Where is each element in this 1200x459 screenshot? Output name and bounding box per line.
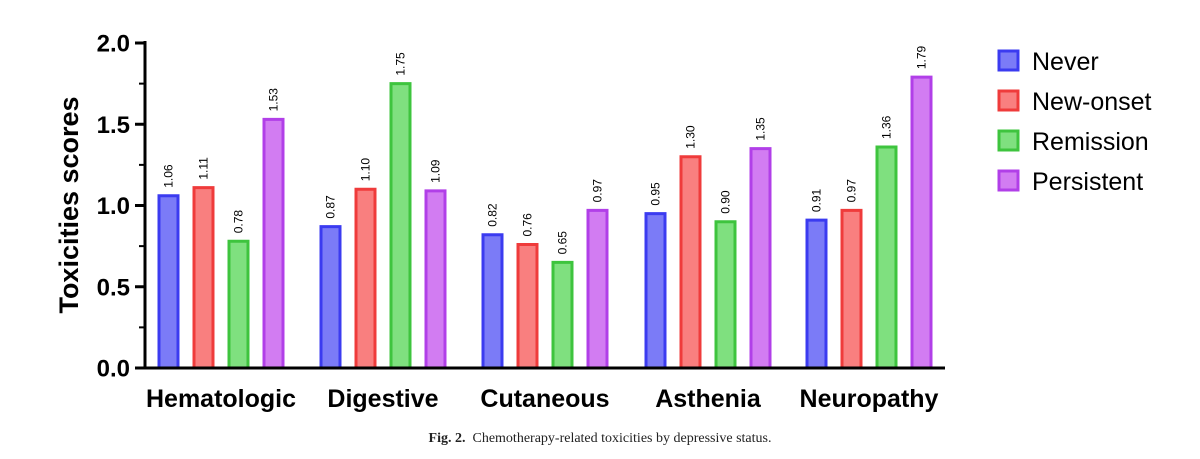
bar-cutaneous-persistent <box>586 208 609 370</box>
data-label-hematologic-never: 1.06 <box>162 164 176 188</box>
data-label-digestive-never: 0.87 <box>324 195 338 219</box>
data-label-digestive-remission: 1.75 <box>394 52 408 76</box>
bar-asthenia-new-onset <box>679 155 702 370</box>
data-label-neuropathy-persistent: 1.79 <box>915 45 929 69</box>
y-axis-title: Toxicities scores <box>54 96 84 313</box>
bar-chart: 1.06 1.11 0.78 1.53 0.87 1.10 1.75 1.09 0.82 0.76… <box>54 31 1152 414</box>
axes-layer: Hematologic Digestive Cutaneous Asthenia Neu… <box>54 31 945 413</box>
data-label-asthenia-new-onset: 1.30 <box>684 125 698 149</box>
x-tick-label-cutaneous: Cutaneous <box>480 385 609 413</box>
y-tick-label: 0.5 <box>97 274 130 301</box>
data-label-cutaneous-persistent: 0.97 <box>591 179 605 203</box>
x-tick-label-hematologic: Hematologic <box>146 385 296 413</box>
legend-label-persistent: Persistent <box>1032 168 1143 196</box>
data-label-hematologic-new-onset: 1.11 <box>197 157 211 180</box>
x-tick-label-neuropathy: Neuropathy <box>800 385 939 413</box>
legend-label-new-onset: New-onset <box>1032 88 1152 116</box>
data-label-cutaneous-new-onset: 0.76 <box>521 213 535 237</box>
bar-neuropathy-new-onset <box>840 208 863 370</box>
data-label-neuropathy-new-onset: 0.97 <box>845 179 859 203</box>
x-tick-label-digestive: Digestive <box>327 385 438 413</box>
figure-caption-text: Chemotherapy-related toxicities by depre… <box>472 431 772 446</box>
legend-label-never: Never <box>1032 48 1099 76</box>
bar-digestive-remission <box>389 82 412 370</box>
bar-hematologic-remission <box>227 239 250 370</box>
data-label-asthenia-persistent: 1.35 <box>754 117 768 141</box>
figure-caption: Fig. 2. Chemotherapy-related toxicities … <box>0 431 1200 447</box>
bar-cutaneous-never <box>481 233 504 370</box>
bar-hematologic-persistent <box>262 117 285 370</box>
bars-layer: 1.06 1.11 0.78 1.53 0.87 1.10 1.75 1.09 0.82 0.76… <box>157 45 933 370</box>
data-label-cutaneous-never: 0.82 <box>486 203 500 227</box>
data-label-hematologic-persistent: 1.53 <box>267 88 281 112</box>
bar-asthenia-persistent <box>749 147 772 370</box>
y-tick-label: 0.0 <box>97 356 130 383</box>
bar-neuropathy-never <box>805 218 828 370</box>
legend-label-remission: Remission <box>1032 128 1149 156</box>
legend-swatch-persistent <box>997 169 1020 192</box>
data-label-hematologic-remission: 0.78 <box>232 210 246 234</box>
bar-digestive-persistent <box>424 189 447 370</box>
data-label-asthenia-remission: 0.90 <box>719 190 733 214</box>
y-tick-label: 2.0 <box>97 31 130 58</box>
figure-label: Fig. 2. <box>428 431 466 446</box>
bar-neuropathy-remission <box>875 145 898 370</box>
data-label-digestive-new-onset: 1.10 <box>359 158 373 182</box>
bar-hematologic-never <box>157 194 180 370</box>
bar-digestive-never <box>319 225 342 370</box>
bar-cutaneous-remission <box>551 260 574 370</box>
bar-neuropathy-persistent <box>910 75 933 370</box>
data-label-asthenia-never: 0.95 <box>649 182 663 206</box>
legend-swatch-never <box>997 49 1020 72</box>
data-label-neuropathy-never: 0.91 <box>810 188 824 212</box>
data-label-neuropathy-remission: 1.36 <box>880 115 894 139</box>
y-tick-label: 1.5 <box>97 112 130 139</box>
data-label-digestive-persistent: 1.09 <box>429 159 443 183</box>
bar-hematologic-new-onset <box>192 186 215 370</box>
bar-asthenia-remission <box>714 220 737 370</box>
legend: Never New-onset Remission Persistent <box>997 48 1152 196</box>
bar-digestive-new-onset <box>354 187 377 370</box>
data-label-cutaneous-remission: 0.65 <box>556 231 570 255</box>
x-tick-label-asthenia: Asthenia <box>655 385 762 413</box>
bar-asthenia-never <box>644 212 667 370</box>
legend-swatch-remission <box>997 129 1020 152</box>
y-tick-label: 1.0 <box>97 193 130 220</box>
legend-swatch-new-onset <box>997 89 1020 112</box>
bar-cutaneous-new-onset <box>516 243 539 370</box>
